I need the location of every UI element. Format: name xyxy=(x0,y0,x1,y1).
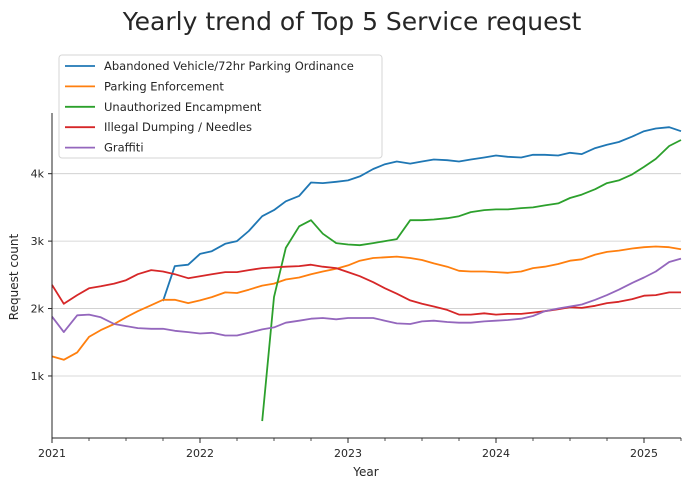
legend-label-1: Parking Enforcement xyxy=(104,79,224,93)
legend-box xyxy=(58,54,383,159)
series-line-3 xyxy=(51,263,681,316)
y-tick-label-1: 2k xyxy=(31,303,45,316)
x-tick-label-1: 2022 xyxy=(186,447,214,460)
x-tick-label-4: 2025 xyxy=(630,447,658,460)
legend: Abandoned Vehicle/72hr Parking Ordinance… xyxy=(58,54,383,159)
series-line-1 xyxy=(51,245,682,361)
y-tick-label-3: 4k xyxy=(31,168,45,181)
x-tick-label-0: 2021 xyxy=(38,447,66,460)
series-line-2 xyxy=(261,139,682,422)
series-lines xyxy=(51,126,682,422)
x-tick-label-3: 2024 xyxy=(482,447,510,460)
x-tick-label-2: 2023 xyxy=(334,447,362,460)
legend-label-2: Unauthorized Encampment xyxy=(104,100,262,114)
y-tick-label-0: 1k xyxy=(31,370,45,383)
y-tick-label-2: 3k xyxy=(31,235,45,248)
gridlines xyxy=(52,173,681,377)
y-axis-label: Request count xyxy=(7,234,21,321)
legend-label-3: Illegal Dumping / Needles xyxy=(104,120,252,134)
series-line-4 xyxy=(51,257,682,337)
axes: 1k 2k 3k 4k 2021 2022 2023 2024 2025 xyxy=(31,113,682,460)
chart-title: Yearly trend of Top 5 Service request xyxy=(122,7,582,36)
legend-label-0: Abandoned Vehicle/72hr Parking Ordinance xyxy=(104,59,354,73)
x-axis-label: Year xyxy=(352,465,378,479)
series-line-0 xyxy=(162,126,682,302)
legend-label-4: Graffiti xyxy=(104,141,144,155)
